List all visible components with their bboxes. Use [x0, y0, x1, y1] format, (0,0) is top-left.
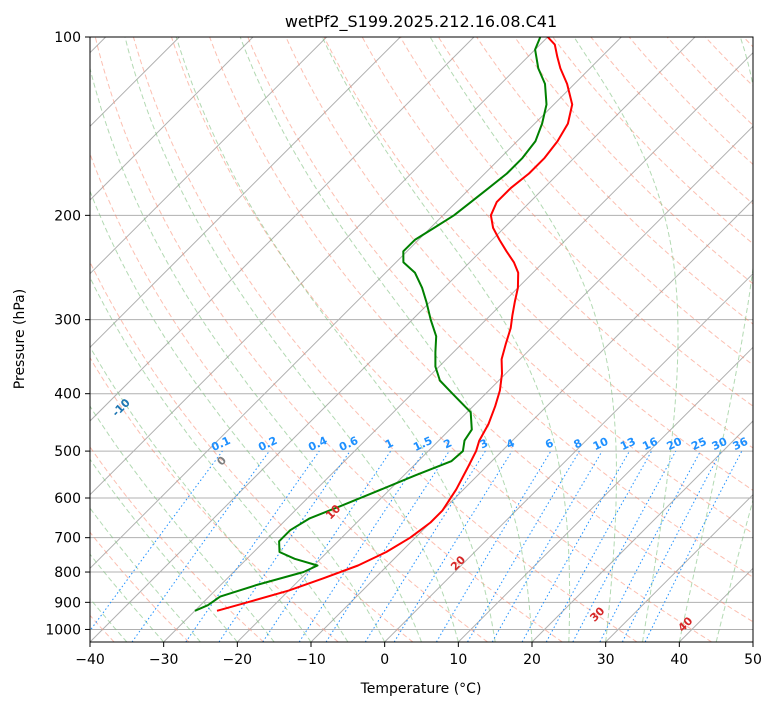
y-tick-label: 800	[54, 565, 81, 581]
x-tick-label: −20	[223, 652, 253, 668]
x-tick-label: 50	[744, 652, 762, 668]
x-tick-label: −40	[75, 652, 105, 668]
y-tick-label: 300	[54, 313, 81, 329]
x-tick-label: 30	[597, 652, 615, 668]
y-tick-label: 400	[54, 387, 81, 403]
x-tick-label: −10	[296, 652, 326, 668]
y-tick-label: 1000	[45, 622, 81, 638]
y-axis-label: Pressure (hPa)	[12, 289, 28, 389]
x-tick-label: 40	[670, 652, 688, 668]
x-tick-label: 10	[449, 652, 467, 668]
y-tick-label: 200	[54, 208, 81, 224]
chart-title: wetPf2_S199.2025.212.16.08.C41	[285, 12, 557, 32]
x-tick-label: −30	[149, 652, 179, 668]
x-tick-label: 0	[380, 652, 389, 668]
x-axis-label: Temperature (°C)	[360, 681, 482, 697]
y-tick-label: 500	[54, 444, 81, 460]
y-tick-label: 600	[54, 491, 81, 507]
y-tick-label: 900	[54, 595, 81, 611]
y-tick-label: 100	[54, 30, 81, 46]
y-tick-label: 700	[54, 531, 81, 547]
x-tick-label: 20	[523, 652, 541, 668]
